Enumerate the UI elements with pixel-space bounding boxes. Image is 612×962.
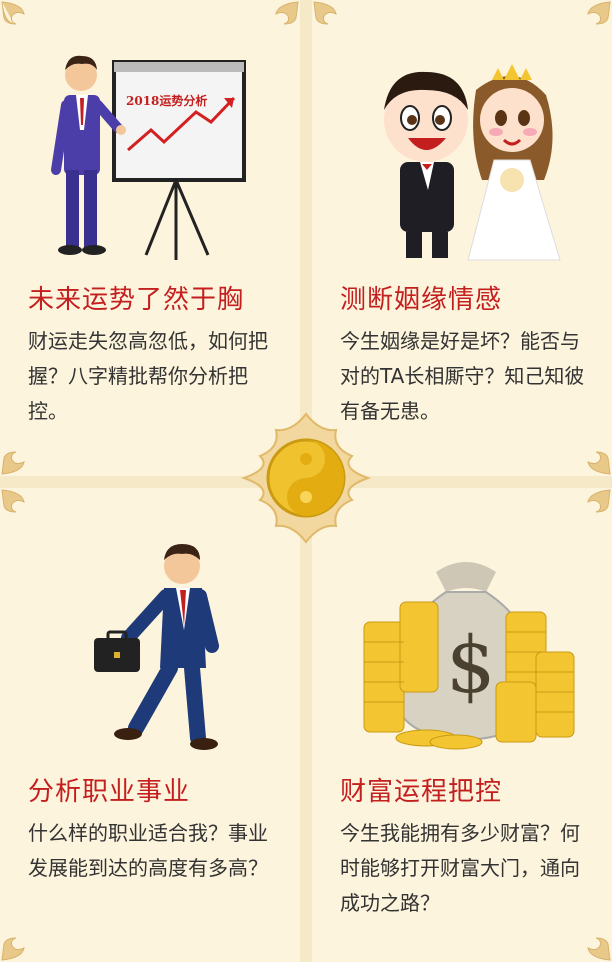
corner-ornament-icon: [256, 0, 300, 44]
corner-ornament-icon: [312, 0, 356, 44]
card-description: 什么样的职业适合我？事业发展能到达的高度有多高？: [28, 821, 268, 880]
card-career[interactable]: 分析职业事业 什么样的职业适合我？事业发展能到达的高度有多高？: [0, 488, 300, 962]
card-title: 分析职业事业: [28, 777, 191, 807]
yin-yang-medallion-icon: [240, 412, 372, 544]
money-bag-coins-illustration: $: [356, 542, 576, 752]
corner-ornament-icon: [568, 0, 612, 44]
wedding-couple-illustration: [364, 50, 574, 265]
card-description: 今生姻缘是好是坏？能否与对的TA长相厮守？知己知彼有备无患。: [340, 329, 585, 423]
card-fortune[interactable]: 2018运势分析 未来运势了然于胸 财运走失忽高忽低，如何把握？八字精批帮你分析…: [0, 0, 300, 476]
corner-ornament-icon: [0, 432, 44, 476]
corner-ornament-icon: [0, 918, 44, 962]
card-wealth[interactable]: $ 财富运程把控 今生我能拥有多少财富？何时能够打开财富大门，通向成功之路？: [312, 488, 612, 962]
corner-ornament-icon: [0, 0, 44, 44]
card-title: 财富运程把控: [340, 777, 503, 807]
card-title: 测断姻缘情感: [340, 285, 503, 315]
money-symbol: $: [446, 621, 496, 711]
businessman-presenting-illustration: 2018运势分析: [46, 50, 256, 265]
corner-ornament-icon: [568, 488, 612, 532]
card-marriage[interactable]: 测断姻缘情感 今生姻缘是好是坏？能否与对的TA长相厮守？知己知彼有备无患。: [312, 0, 612, 476]
card-description: 今生我能拥有多少财富？何时能够打开财富大门，通向成功之路？: [340, 821, 580, 915]
corner-ornament-icon: [0, 488, 44, 532]
card-description: 财运走失忽高忽低，如何把握？八字精批帮你分析把控。: [28, 329, 268, 423]
card-title: 未来运势了然于胸: [28, 285, 245, 315]
running-businessman-illustration: [80, 538, 230, 758]
board-text: 2018运势分析: [126, 93, 207, 108]
corner-ornament-icon: [568, 918, 612, 962]
corner-ornament-icon: [568, 432, 612, 476]
